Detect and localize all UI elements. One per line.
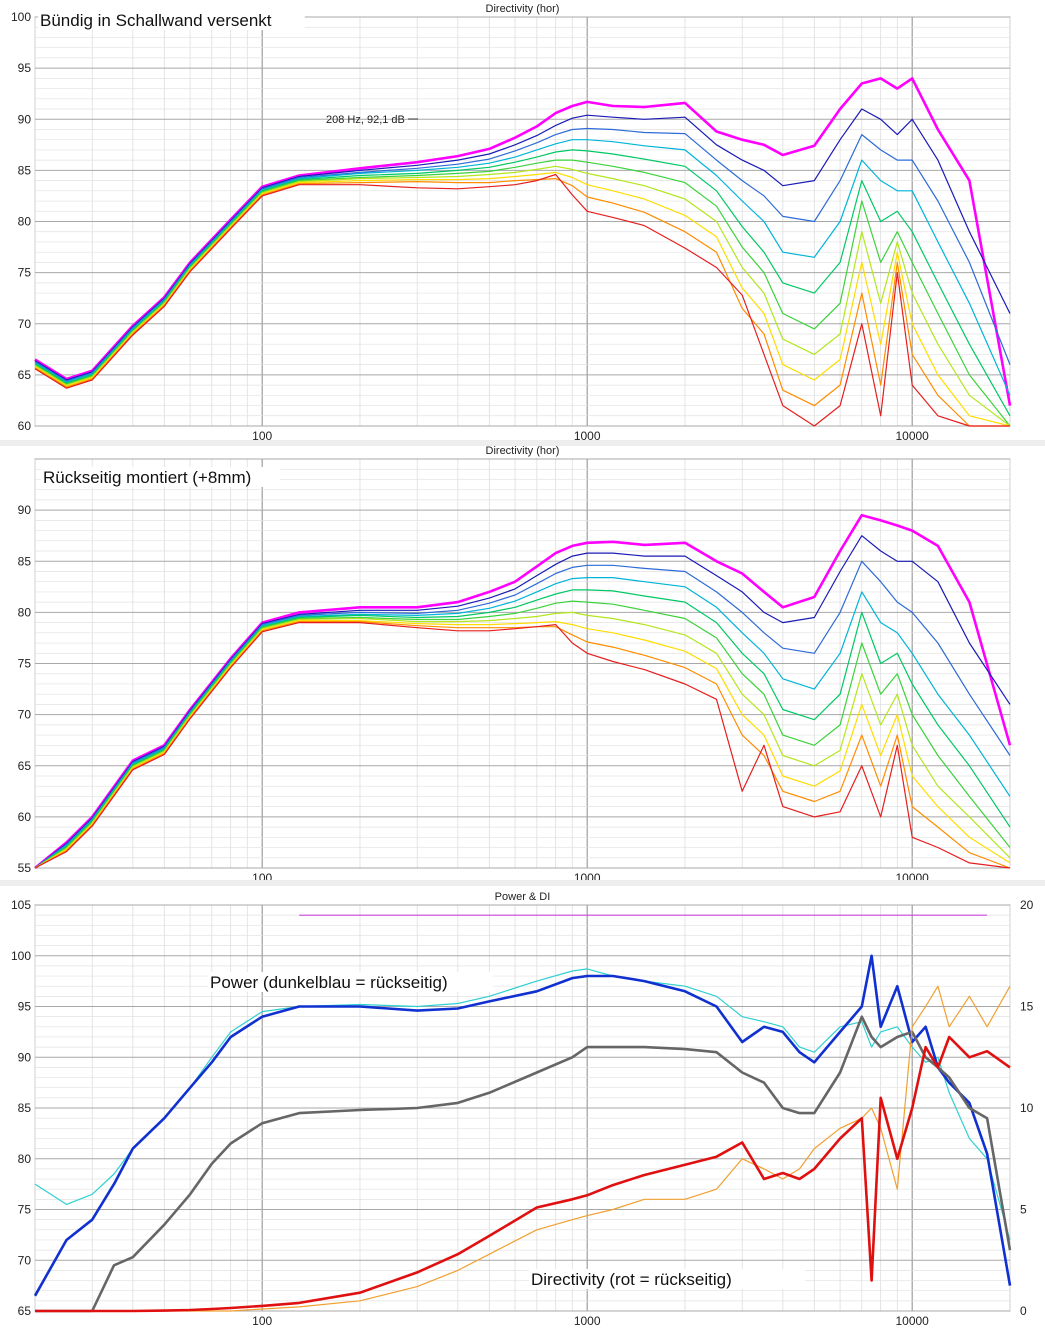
series-line-9 <box>34 178 1010 427</box>
power-annotation-background <box>208 972 494 992</box>
x-tick-label: 1000 <box>574 1314 601 1328</box>
y-tick-label: 65 <box>18 759 32 773</box>
y2-tick-label: 0 <box>1020 1304 1027 1318</box>
series-line-7 <box>34 165 1011 427</box>
series-line-5 <box>34 589 1011 869</box>
panel-2-heading-background <box>41 467 281 487</box>
series-line-5 <box>35 1035 1011 1313</box>
series-group <box>34 513 1012 870</box>
y-tick-label: 60 <box>18 810 32 824</box>
series-line-8 <box>34 171 1011 427</box>
panel-separator <box>0 880 1045 886</box>
series-line-1 <box>34 77 1012 406</box>
y-tick-label: 80 <box>18 1152 32 1166</box>
series-line-6 <box>34 159 1011 427</box>
y-tick-label: 55 <box>18 861 32 875</box>
y-tick-label: 90 <box>18 112 32 126</box>
y-tick-label: 100 <box>11 949 31 963</box>
y-tick-label: 90 <box>18 503 32 517</box>
x-tick-label: 1000 <box>574 429 601 443</box>
x-tick-label: 10000 <box>895 429 929 443</box>
grid-lines <box>34 904 1011 1312</box>
series-line-8 <box>34 620 1011 869</box>
x-tick-label: 100 <box>252 429 272 443</box>
series-line-5 <box>34 149 1011 417</box>
directivity-annotation-background <box>529 1269 805 1289</box>
y-tick-label: 85 <box>18 163 32 177</box>
series-line-3 <box>34 127 1011 382</box>
chart-panel-2: Directivity (hor)100 1000 1000090858075706… <box>18 445 1012 885</box>
series-line-6 <box>34 600 1011 869</box>
series-line-7 <box>34 611 1011 869</box>
series-line-2 <box>34 535 1011 869</box>
y-tick-label: 65 <box>18 368 32 382</box>
y-tick-label: 95 <box>18 61 32 75</box>
series-line-9 <box>34 621 1011 869</box>
y-tick-label: 95 <box>18 1000 32 1014</box>
series-line-4 <box>34 139 1011 396</box>
y2-tick-label: 5 <box>1020 1203 1027 1217</box>
series-group <box>34 77 1012 427</box>
y-tick-label: 80 <box>18 215 32 229</box>
grid-lines <box>34 458 1011 869</box>
series-line-4 <box>35 985 1011 1312</box>
panel-title: Directivity (hor) <box>486 445 560 457</box>
y-tick-label: 70 <box>18 1253 32 1267</box>
y2-tick-label: 15 <box>1020 1000 1034 1014</box>
series-line-2 <box>34 108 1011 381</box>
y-tick-label: 65 <box>18 1304 32 1318</box>
y2-tick-label: 10 <box>1020 1101 1034 1115</box>
series-line-4 <box>34 577 1011 869</box>
y-tick-label: 85 <box>18 554 32 568</box>
y-tick-label: 90 <box>18 1050 32 1064</box>
directivity-annotation: Directivity (rot = rückseitig) <box>531 1270 732 1289</box>
panel-2-heading: Rückseitig montiert (+8mm) <box>43 468 251 487</box>
panel-title: Directivity (hor) <box>486 3 560 15</box>
x-tick-label: 10000 <box>895 1314 929 1328</box>
series-line-10 <box>34 622 1011 869</box>
y-tick-label: 75 <box>18 657 32 671</box>
series-line-1 <box>34 513 1012 870</box>
y2-tick-label: 20 <box>1020 898 1034 912</box>
y-tick-label: 85 <box>18 1101 32 1115</box>
y-tick-label: 105 <box>11 898 31 912</box>
series-group <box>33 914 1012 1313</box>
panel-title: Power & DI <box>495 891 551 903</box>
panel-1-heading: Bündig in Schallwand versenkt <box>40 11 272 30</box>
series-line-3 <box>35 1015 1012 1313</box>
panel-separator <box>0 440 1045 446</box>
cursor-readout: 208 Hz, 92,1 dB <box>326 114 405 126</box>
chart-panel-1: Directivity (hor) 100 1000 10000 100 95 90 85 80… <box>11 3 1012 443</box>
y-tick-label: 80 <box>18 605 32 619</box>
y-tick-label: 70 <box>18 317 32 331</box>
series-line-10 <box>34 173 1010 427</box>
x-tick-label: 100 <box>252 1314 272 1328</box>
y-tick-label: 60 <box>18 419 32 433</box>
y-tick-label: 75 <box>18 1203 32 1217</box>
y-tick-label: 70 <box>18 708 32 722</box>
power-annotation: Power (dunkelblau = rückseitig) <box>210 973 448 992</box>
y-tick-label: 75 <box>18 266 32 280</box>
panel-1-heading-background <box>38 10 305 30</box>
y-tick-label: 100 <box>11 10 31 24</box>
grid-lines <box>34 16 1011 427</box>
series-line-2 <box>33 954 1012 1297</box>
series-line-3 <box>34 560 1011 869</box>
